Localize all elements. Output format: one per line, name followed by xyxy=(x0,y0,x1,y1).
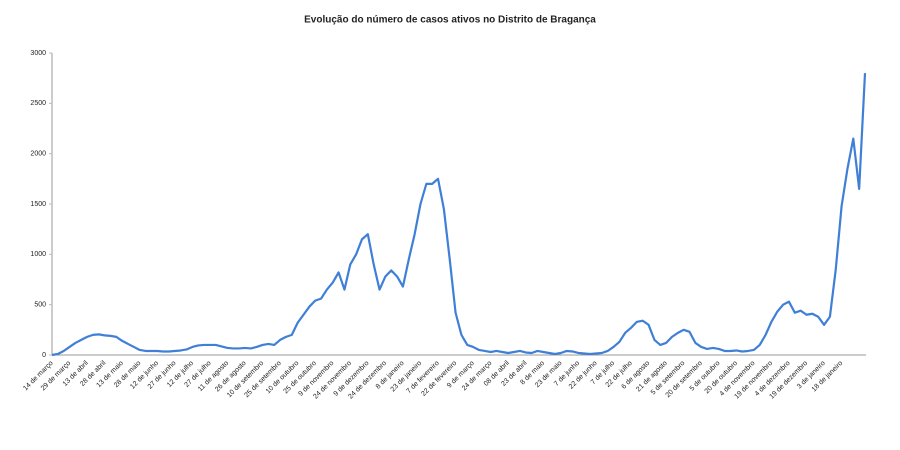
y-tick-label: 0 xyxy=(42,352,46,359)
chart-title: Evolução do número de casos ativos no Di… xyxy=(304,15,596,26)
data-line xyxy=(51,73,867,357)
y-tick-label: 1000 xyxy=(30,251,46,258)
y-tick-label: 500 xyxy=(34,302,46,309)
y-tick-label: 2500 xyxy=(30,100,46,107)
y-tick-label: 3000 xyxy=(30,50,46,57)
y-tick-label: 1500 xyxy=(30,201,46,208)
y-tick-label: 2000 xyxy=(30,151,46,158)
